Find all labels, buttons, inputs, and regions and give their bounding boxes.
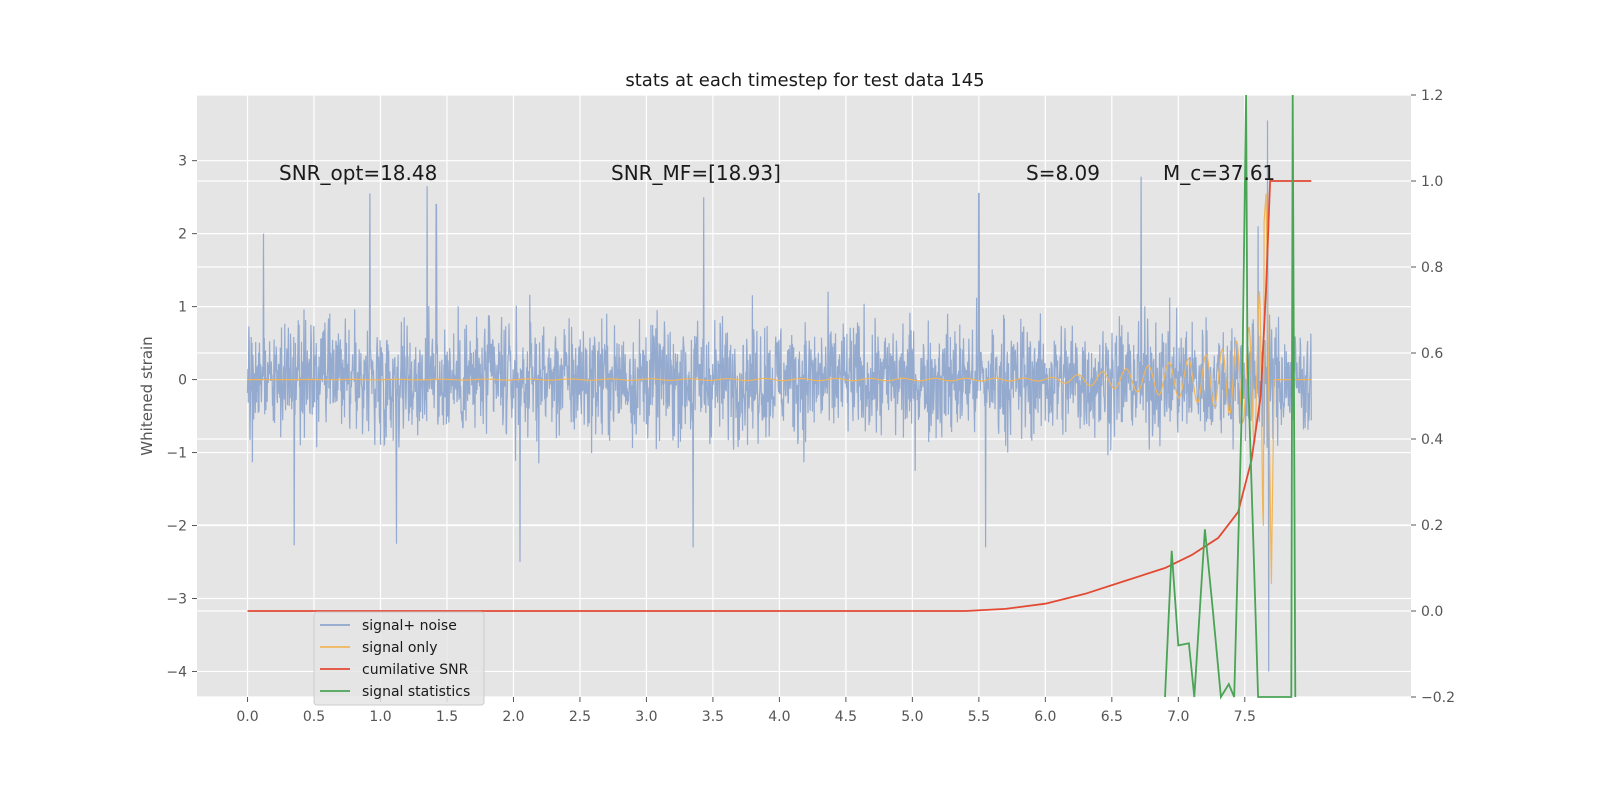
y2-axis-ticks: 1.2 1.0 0.8 0.6 0.4 0.2 0.0 −0.2 xyxy=(1411,88,1455,706)
x-tick-label: 4.0 xyxy=(768,709,790,725)
x-tick-label: 1.0 xyxy=(369,709,391,725)
signal-noise-line xyxy=(246,120,1312,672)
x-tick-label: 2.0 xyxy=(502,709,524,725)
y2-tick-label: 0.0 xyxy=(1421,604,1443,620)
legend-box xyxy=(313,611,485,706)
x-tick-label: 0.5 xyxy=(303,709,325,725)
y-tick-label: 2 xyxy=(178,227,187,243)
series-cumulative-snr xyxy=(247,180,1312,612)
annotation-snr-opt: SNR_opt=18.48 xyxy=(279,161,437,185)
y2-tick-label: −0.2 xyxy=(1421,690,1455,706)
y-axis-label: Whitened strain xyxy=(138,336,156,455)
x-tick-label: 5.0 xyxy=(901,709,923,725)
x-tick-label: 4.5 xyxy=(835,709,857,725)
y2-tick-label: 1.0 xyxy=(1421,174,1443,190)
y2-tick-label: 0.6 xyxy=(1421,346,1443,362)
annotation-snr-mf: SNR_MF=[18.93] xyxy=(611,161,781,185)
legend-label-cumulative-snr: cumilative SNR xyxy=(362,662,469,678)
cumulative-snr-line xyxy=(247,180,1312,612)
x-tick-label: 6.5 xyxy=(1101,709,1123,725)
legend-label-signal-statistics: signal statistics xyxy=(362,684,470,700)
y2-tick-label: 0.4 xyxy=(1421,432,1443,448)
series-signal-only xyxy=(247,193,1312,584)
x-tick-label: 0.0 xyxy=(236,709,258,725)
y-tick-label: −1 xyxy=(166,446,187,462)
y-axis-ticks: 3 2 1 0 −1 −2 −3 −4 xyxy=(166,154,197,680)
annotation-s: S=8.09 xyxy=(1026,161,1100,185)
x-tick-label: 1.5 xyxy=(436,709,458,725)
x-tick-label: 3.5 xyxy=(702,709,724,725)
legend-label-signal-only: signal only xyxy=(362,640,437,656)
legend-label-signal-noise: signal+ noise xyxy=(362,618,457,634)
x-axis-ticks: 0.0 0.5 1.0 1.5 2.0 2.5 3.0 3.5 4.0 4.5 5.0 5.5 6.0 6… xyxy=(236,697,1256,725)
annotation-mc: M_c=37.61 xyxy=(1163,161,1275,185)
x-tick-label: 6.0 xyxy=(1034,709,1056,725)
y-tick-label: −2 xyxy=(166,519,187,535)
y-tick-label: 1 xyxy=(178,300,187,316)
x-tick-label: 5.5 xyxy=(968,709,990,725)
y-tick-label: 3 xyxy=(178,154,187,170)
legend: signal+ noise signal only cumilative SNR… xyxy=(313,611,485,706)
x-tick-label: 7.0 xyxy=(1167,709,1189,725)
x-tick-label: 2.5 xyxy=(569,709,591,725)
series-signal-noise xyxy=(246,120,1312,672)
x-tick-label: 3.0 xyxy=(635,709,657,725)
series-signal-statistics xyxy=(1164,94,1297,700)
y2-tick-label: 0.2 xyxy=(1421,518,1443,534)
y2-tick-label: 0.8 xyxy=(1421,260,1443,276)
chart-title: stats at each timestep for test data 145 xyxy=(625,70,984,91)
x-tick-label: 7.5 xyxy=(1234,709,1256,725)
signal-only-line xyxy=(247,193,1312,584)
y-tick-label: 0 xyxy=(178,373,187,389)
signal-statistics-line xyxy=(1164,94,1297,700)
y-tick-label: −4 xyxy=(166,664,187,680)
y-tick-label: −3 xyxy=(166,591,187,607)
y2-tick-label: 1.2 xyxy=(1421,88,1443,104)
